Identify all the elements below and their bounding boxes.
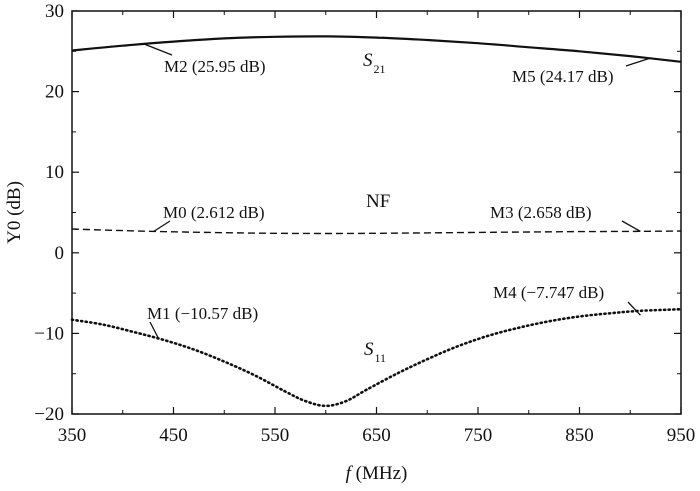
series-line-s11 [70,307,683,408]
x-axis-title-rest: (MHz) [351,463,407,484]
series-label-nf: NF [366,191,390,212]
y-tick-label: −20 [34,404,64,425]
y-tick-label: 0 [55,243,65,264]
marker-label-m5: M5 (24.17 dB) [512,67,614,86]
series-line-s21 [71,35,682,63]
series-labels: S21 NF S11 [363,50,390,365]
marker-leader-m5 [625,57,651,67]
marker-leader-m1 [149,321,159,339]
marker-leader-m4 [627,301,641,316]
x-axis-title: f (MHz) [346,463,408,484]
x-tick-label: 850 [565,425,594,446]
x-tick-label: 350 [58,425,87,446]
series-line-nf [71,228,682,235]
series-label-s11: S11 [364,339,386,365]
y-tick-label: −10 [34,323,64,344]
series-label-s21: S21 [363,50,386,76]
marker-label-m1: M1 (−10.57 dB) [147,304,258,323]
marker-leader-m3 [621,220,641,232]
x-tick-label: 550 [261,425,290,446]
x-tick-label: 950 [667,425,696,446]
axis-ticks: 350 450 550 650 750 850 950 −20 −10 0 10 20 30 [34,1,695,446]
marker-annotations: M0 (2.612 dB) M1 (−10.57 dB) M2 (25.95 dB)… [142,43,651,339]
marker-label-m3: M3 (2.658 dB) [490,203,592,222]
marker-leader-m2 [142,43,173,56]
y-axis-title: Y0 (dB) [4,181,25,244]
x-tick-label: 750 [464,425,493,446]
marker-label-m2: M2 (25.95 dB) [164,57,266,76]
x-tick-label: 650 [362,425,391,446]
x-axis-title-italic: f [346,463,354,484]
y-tick-label: 10 [45,162,64,183]
marker-label-m0: M0 (2.612 dB) [163,203,265,222]
y-tick-label: 20 [45,82,64,103]
y-tick-label: 30 [45,1,64,22]
x-tick-label: 450 [159,425,188,446]
marker-label-m4: M4 (−7.747 dB) [493,283,604,302]
marker-leader-m0 [152,220,171,233]
series-layer [70,35,683,408]
